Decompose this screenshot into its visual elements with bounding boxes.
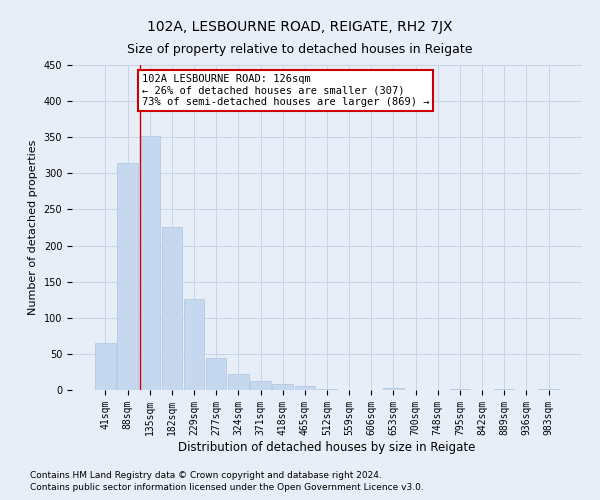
Bar (228, 374, 248, 390)
Text: 102A LESBOURNE ROAD: 126sqm
← 26% of detached houses are smaller (307)
73% of se: 102A LESBOURNE ROAD: 126sqm ← 26% of det… (142, 74, 429, 107)
X-axis label: Distribution of detached houses by size in Reigate: Distribution of detached houses by size … (178, 440, 476, 454)
Bar (272, 384, 293, 390)
Text: Contains HM Land Registry data © Crown copyright and database right 2024.: Contains HM Land Registry data © Crown c… (30, 470, 382, 480)
Text: Contains public sector information licensed under the Open Government Licence v3: Contains public sector information licen… (30, 483, 424, 492)
Y-axis label: Number of detached properties: Number of detached properties (28, 140, 38, 315)
Text: Size of property relative to detached houses in Reigate: Size of property relative to detached ho… (127, 42, 473, 56)
Bar (206, 358, 226, 390)
Bar (140, 136, 160, 390)
Bar (450, 388, 470, 390)
Bar (161, 227, 182, 390)
Bar (250, 380, 271, 390)
Bar (184, 299, 204, 390)
Bar (383, 388, 404, 390)
Bar (494, 388, 514, 390)
Text: 102A, LESBOURNE ROAD, REIGATE, RH2 7JX: 102A, LESBOURNE ROAD, REIGATE, RH2 7JX (147, 20, 453, 34)
Bar (118, 162, 138, 390)
Bar (95, 343, 116, 390)
Bar (295, 386, 315, 390)
Bar (538, 388, 559, 390)
Bar (317, 388, 337, 390)
